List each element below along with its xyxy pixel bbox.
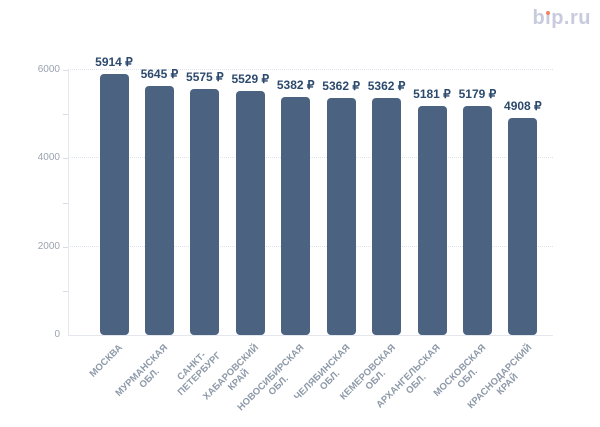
- bar: [326, 98, 356, 335]
- y-axis-tick: [63, 70, 68, 71]
- y-axis-tick: [63, 290, 68, 292]
- bar-value-label: 5362 ₽: [322, 79, 360, 94]
- bar: [372, 98, 402, 335]
- y-axis-tick-label: 0: [54, 329, 60, 340]
- y-axis-tick-label: 2000: [37, 240, 60, 252]
- x-axis-label-line: МОСКВА: [87, 342, 126, 380]
- bar-value-label: 5575 ₽: [186, 69, 224, 84]
- bip-logo-letter-i: ı: [545, 7, 552, 29]
- y-axis-tick: [63, 158, 68, 160]
- y-gridline: [68, 245, 553, 247]
- y-axis-tick-label: 4000: [37, 152, 60, 164]
- bar-value-label: 5362 ₽: [367, 79, 406, 94]
- bar: [281, 97, 311, 335]
- y-gridline: [68, 69, 553, 70]
- bar: [417, 106, 447, 335]
- bar: [144, 85, 174, 335]
- bip-logo-i-dot: [545, 10, 551, 16]
- y-axis-tick: [63, 114, 68, 116]
- x-axis-line: [68, 335, 553, 336]
- bip-logo-text: p.ru: [551, 7, 591, 29]
- y-axis-tick-label: 6000: [37, 64, 60, 75]
- bar-value-label: 5645 ₽: [140, 66, 179, 81]
- bip-logo-text: b: [532, 7, 546, 29]
- bar: [190, 88, 220, 335]
- bar-value-label: 5382 ₽: [276, 78, 315, 93]
- x-axis-label: МУРМАНСКАЯ ОБЛ.: [114, 342, 179, 407]
- y-axis-tick: [63, 202, 68, 204]
- bar-value-label: 5179 ₽: [458, 87, 497, 102]
- bar-value-label: 5181 ₽: [413, 87, 451, 102]
- y-axis-tick: [63, 246, 68, 248]
- y-axis-line: [68, 70, 69, 335]
- bip-logo: bı p.ru: [532, 8, 591, 28]
- bar: [99, 73, 129, 335]
- bar: [235, 90, 265, 335]
- bar: [508, 118, 538, 335]
- bar-value-label: 4908 ₽: [504, 99, 542, 114]
- x-axis-label: МОСКВА: [87, 342, 126, 380]
- bar-value-label: 5529 ₽: [231, 71, 270, 86]
- bar: [462, 106, 492, 335]
- y-gridline: [68, 157, 553, 159]
- bar-value-label: 5914 ₽: [95, 54, 133, 69]
